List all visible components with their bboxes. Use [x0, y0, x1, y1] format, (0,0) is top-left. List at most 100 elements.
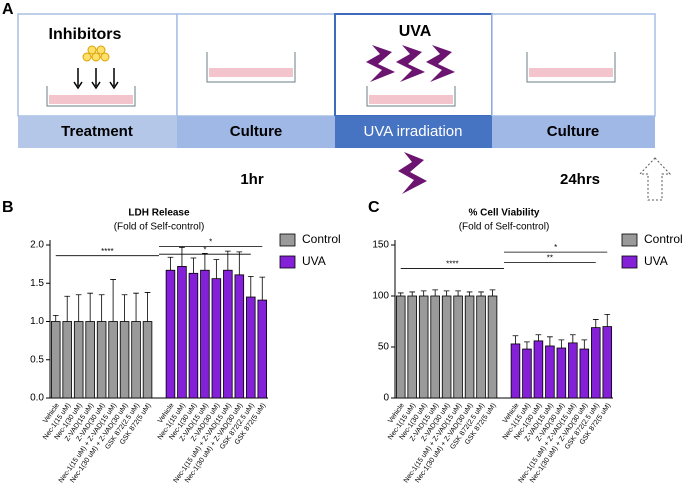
bar: [73, 321, 84, 399]
significance-label: *: [209, 238, 212, 247]
significance-label: **: [547, 253, 553, 262]
bar: [487, 295, 498, 399]
error-bar: [259, 276, 266, 301]
legend-label: UVA: [302, 254, 326, 268]
bar: [234, 274, 245, 399]
y-tick-label: 1.5: [30, 278, 44, 289]
y-tick-label: 0: [383, 393, 389, 404]
error-bar: [75, 294, 82, 322]
error-bar: [121, 294, 128, 322]
legend-swatch: [621, 255, 638, 269]
error-bar: [420, 290, 427, 296]
legend-swatch: [279, 255, 296, 269]
bar: [50, 321, 61, 399]
error-bar: [190, 257, 197, 274]
step-bar: [492, 116, 655, 148]
error-bar: [236, 251, 243, 275]
error-bar: [64, 295, 71, 322]
time-label: 24hrs: [560, 171, 600, 188]
error-bar: [397, 292, 404, 296]
bar: [522, 348, 532, 399]
error-bar: [592, 319, 599, 328]
bar: [62, 321, 72, 399]
y-tick-label: 2.0: [30, 240, 44, 251]
bar: [602, 326, 613, 399]
bar: [545, 345, 555, 399]
error-bar: [179, 246, 185, 267]
error-bar: [478, 291, 484, 296]
error-bar: [144, 292, 151, 322]
bar: [142, 321, 153, 399]
arrows: [73, 68, 119, 90]
panel-label: B: [2, 199, 14, 216]
lightning-big: [398, 152, 427, 194]
error-bar: [524, 341, 530, 350]
significance-label: ****: [446, 260, 458, 269]
panel-a: A Inhibitors UVA: [2, 1, 672, 201]
step-box: [176, 13, 336, 117]
error-bar: [466, 291, 473, 296]
inhibitors-label: Inhibitors: [49, 26, 122, 43]
y-tick-label: 0.0: [30, 393, 44, 404]
bar: [453, 295, 463, 399]
error-bar: [167, 256, 174, 271]
bar: [200, 269, 210, 399]
significance-label: ****: [101, 247, 113, 256]
error-bar: [409, 291, 416, 296]
step-label: Culture: [547, 123, 600, 140]
bar: [464, 295, 475, 399]
bar: [85, 321, 95, 399]
bar: [96, 321, 107, 399]
bar: [579, 348, 590, 399]
bar: [131, 321, 141, 399]
bar: [108, 321, 118, 399]
error-bar: [98, 294, 105, 322]
chart-title: LDH Release: [128, 208, 190, 219]
bar: [441, 295, 452, 399]
step-label: Culture: [230, 123, 283, 140]
panel-label: C: [368, 199, 380, 216]
significance-label: *: [203, 245, 206, 254]
bar: [223, 269, 233, 399]
bar: [165, 269, 176, 399]
dish: [206, 52, 296, 83]
bar: [418, 295, 429, 399]
error-bar: [202, 253, 208, 271]
step-box: [491, 13, 656, 117]
y-tick-label: 150: [372, 240, 389, 251]
dish: [46, 86, 136, 107]
error-bar: [110, 279, 116, 322]
time-label: 1hr: [240, 171, 264, 188]
bar: [476, 295, 486, 399]
error-bar: [547, 336, 553, 346]
dashed-arrow: [638, 157, 672, 201]
bar: [119, 321, 130, 399]
medium: [209, 68, 293, 77]
y-tick-label: 0.5: [30, 354, 44, 365]
dish-icons: [46, 52, 616, 107]
legend-swatch: [621, 233, 638, 247]
error-bar: [443, 290, 450, 296]
error-bar: [247, 275, 254, 298]
dish: [366, 86, 456, 107]
lightning-icons: [366, 45, 455, 194]
y-tick-label: 50: [378, 342, 390, 353]
bar: [257, 299, 268, 399]
bar: [246, 296, 256, 399]
step-bar: [335, 116, 492, 148]
y-tick-label: 1.0: [30, 316, 44, 327]
error-bar: [604, 313, 611, 327]
error-bar: [535, 334, 542, 341]
bar: [188, 272, 199, 399]
bar: [591, 327, 601, 399]
error-bar: [52, 314, 59, 322]
bar: [430, 295, 440, 399]
medium: [49, 95, 133, 104]
error-bar: [489, 289, 496, 296]
chart-subtitle: (Fold of Self-control): [459, 222, 550, 233]
bar: [556, 347, 567, 399]
panel-label: A: [2, 1, 14, 18]
error-bar: [581, 339, 588, 350]
step-bar: [18, 116, 177, 148]
